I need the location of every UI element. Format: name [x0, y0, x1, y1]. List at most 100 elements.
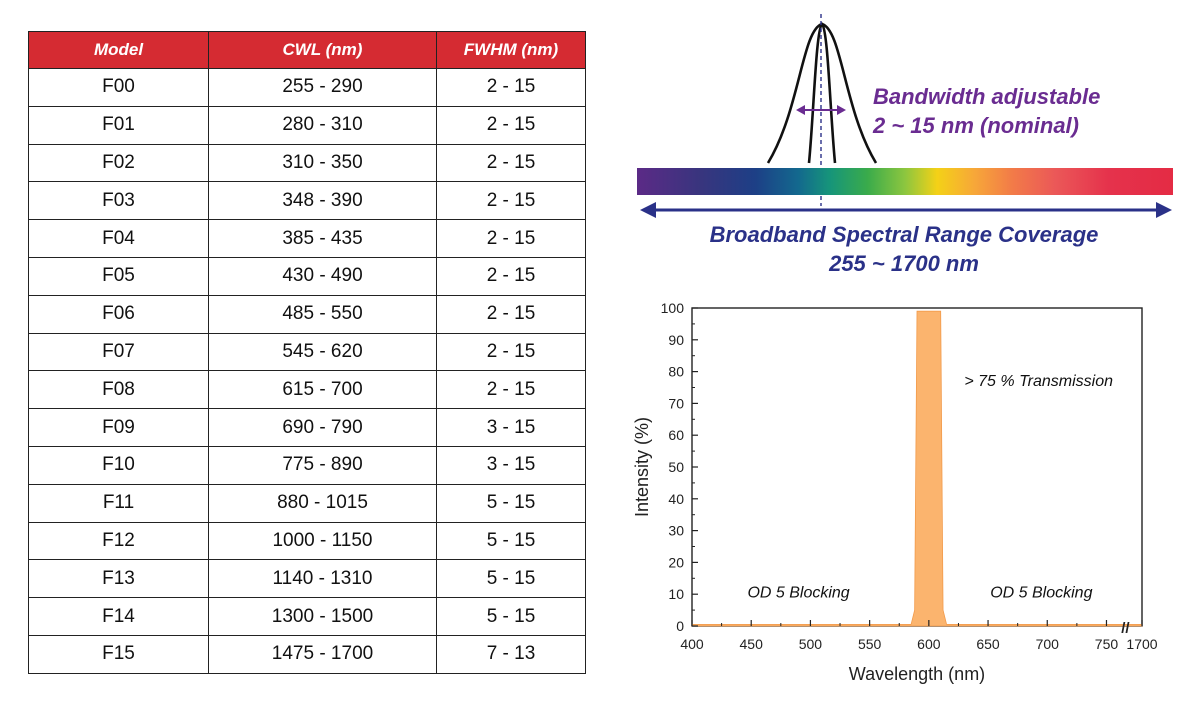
cell-fwhm: 2 - 15 [436, 332, 586, 372]
cell-model: F00 [28, 68, 209, 107]
broadband-arrow-left-head [640, 202, 656, 218]
cell-fwhm: 2 - 15 [436, 370, 586, 410]
cell-model: F02 [28, 143, 209, 183]
table-row: F07 545 - 620 2 - 15 [28, 332, 586, 372]
cell-cwl: 430 - 490 [208, 256, 437, 296]
table-row: F02 310 - 350 2 - 15 [28, 143, 586, 183]
y-tick-label: 70 [668, 395, 684, 411]
cell-fwhm: 2 - 15 [436, 105, 586, 145]
cell-model: F13 [28, 559, 209, 599]
cell-model: F12 [28, 521, 209, 561]
x-tick-label: 500 [799, 636, 823, 652]
cell-fwhm: 2 - 15 [436, 256, 586, 296]
table-row: F14 1300 - 1500 5 - 15 [28, 597, 586, 636]
cell-fwhm: 2 - 15 [436, 143, 586, 183]
table-row: F03 348 - 390 2 - 15 [28, 181, 586, 221]
header-fwhm: FWHM (nm) [436, 31, 586, 69]
cell-cwl: 485 - 550 [208, 294, 437, 334]
y-tick-label: 10 [668, 586, 684, 602]
transmission-annotation: > 75 % Transmission [964, 373, 1113, 390]
blocking-annotation-right: OD 5 Blocking [990, 584, 1092, 601]
transmission-chart: 0 10 20 30 40 50 60 70 80 90 100 400 450 500 550 600 650… [632, 300, 1158, 684]
cell-cwl: 880 - 1015 [208, 483, 437, 523]
cell-fwhm: 5 - 15 [436, 483, 586, 523]
filter-spec-table: Model CWL (nm) FWHM (nm) F00 255 - 290 2 -… [28, 31, 586, 674]
table-row: F04 385 - 435 2 - 15 [28, 219, 586, 258]
y-tick-label: 60 [668, 427, 684, 443]
y-tick-label: 0 [676, 618, 684, 634]
y-tick-label: 20 [668, 554, 684, 570]
cell-fwhm: 5 - 15 [436, 521, 586, 561]
blocking-annotation-left: OD 5 Blocking [747, 584, 849, 601]
cell-model: F01 [28, 105, 209, 145]
cell-cwl: 348 - 390 [208, 181, 437, 221]
cell-cwl: 280 - 310 [208, 105, 437, 145]
cell-fwhm: 7 - 13 [436, 634, 586, 674]
table-row: F06 485 - 550 2 - 15 [28, 294, 586, 334]
cell-cwl: 385 - 435 [208, 219, 437, 258]
cell-fwhm: 3 - 15 [436, 408, 586, 447]
broadband-range: 255 ~ 1700 nm [829, 251, 979, 276]
table-row: F08 615 - 700 2 - 15 [28, 370, 586, 410]
y-tick-label: 80 [668, 364, 684, 380]
table-row: F10 775 - 890 3 - 15 [28, 445, 586, 485]
x-tick-label: 550 [858, 636, 882, 652]
cell-cwl: 1140 - 1310 [208, 559, 437, 599]
x-tick-label: 1700 [1126, 636, 1157, 652]
table-row: F00 255 - 290 2 - 15 [28, 68, 586, 107]
header-cwl: CWL (nm) [208, 31, 437, 69]
table-row: F13 1140 - 1310 5 - 15 [28, 559, 586, 599]
y-tick-label: 30 [668, 523, 684, 539]
cell-model: F11 [28, 483, 209, 523]
axis-break-marker: // [1121, 620, 1130, 637]
cell-fwhm: 2 - 15 [436, 219, 586, 258]
broadband-title: Broadband Spectral Range Coverage [709, 222, 1099, 247]
wide-bandwidth-curve [766, 22, 878, 164]
table-row: F09 690 - 790 3 - 15 [28, 408, 586, 447]
table-row: F05 430 - 490 2 - 15 [28, 256, 586, 296]
cell-fwhm: 5 - 15 [436, 597, 586, 636]
cell-model: F04 [28, 219, 209, 258]
broadband-arrow-right-head [1156, 202, 1172, 218]
y-tick-label: 40 [668, 491, 684, 507]
y-tick-label: 100 [661, 300, 685, 316]
table-row: F11 880 - 1015 5 - 15 [28, 483, 586, 523]
table-header-row: Model CWL (nm) FWHM (nm) [28, 31, 586, 69]
y-tick-label: 50 [668, 459, 684, 475]
table-row: F01 280 - 310 2 - 15 [28, 105, 586, 145]
x-tick-label: 450 [740, 636, 764, 652]
bandwidth-arrow-right-head [837, 105, 846, 115]
cell-cwl: 1300 - 1500 [208, 597, 437, 636]
cell-model: F15 [28, 634, 209, 674]
cell-cwl: 545 - 620 [208, 332, 437, 372]
cell-model: F07 [28, 332, 209, 372]
cell-fwhm: 2 - 15 [436, 68, 586, 107]
narrow-bandwidth-curve [807, 22, 837, 164]
x-tick-label: 600 [917, 636, 941, 652]
x-tick-label: 700 [1036, 636, 1060, 652]
cell-model: F09 [28, 408, 209, 447]
cell-cwl: 615 - 700 [208, 370, 437, 410]
bandwidth-title: Bandwidth adjustable [873, 84, 1101, 109]
bandwidth-range: 2 ~ 15 nm (nominal) [873, 113, 1079, 138]
y-tick-label: 90 [668, 332, 684, 348]
cell-model: F14 [28, 597, 209, 636]
cell-fwhm: 5 - 15 [436, 559, 586, 599]
cell-cwl: 690 - 790 [208, 408, 437, 447]
x-axis-label: Wavelength (nm) [849, 664, 985, 684]
cell-model: F06 [28, 294, 209, 334]
cell-cwl: 1475 - 1700 [208, 634, 437, 674]
x-tick-label: 400 [680, 636, 704, 652]
cell-cwl: 775 - 890 [208, 445, 437, 485]
table-row: F12 1000 - 1150 5 - 15 [28, 521, 586, 561]
spectrum-color-bar [637, 168, 1173, 195]
cell-fwhm: 2 - 15 [436, 181, 586, 221]
x-tick-label: 750 [1095, 636, 1119, 652]
header-model: Model [28, 31, 209, 69]
cell-model: F10 [28, 445, 209, 485]
cell-fwhm: 2 - 15 [436, 294, 586, 334]
cell-model: F08 [28, 370, 209, 410]
cell-cwl: 310 - 350 [208, 143, 437, 183]
table-row: F15 1475 - 1700 7 - 13 [28, 634, 586, 674]
transmission-area [691, 310, 1143, 627]
